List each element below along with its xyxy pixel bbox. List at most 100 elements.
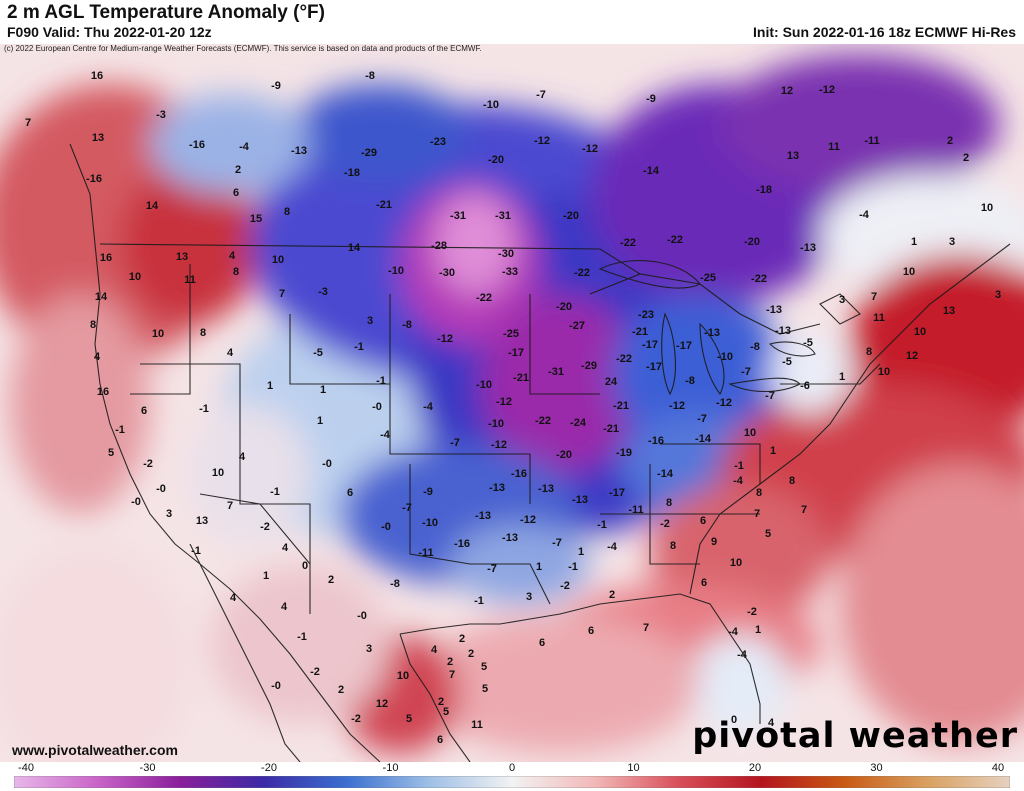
anomaly-label: 8 — [665, 497, 673, 509]
anomaly-label: -1 — [474, 595, 484, 607]
anomaly-label: 7 — [448, 669, 456, 681]
anomaly-label: 10 — [743, 427, 757, 439]
anomaly-label: 1 — [910, 236, 918, 248]
anomaly-label: 8 — [669, 540, 677, 552]
anomaly-label: 7 — [278, 288, 286, 300]
anomaly-label: -23 — [638, 309, 654, 321]
anomaly-label: 6 — [346, 487, 354, 499]
anomaly-label: -12 — [716, 397, 732, 409]
anomaly-label: 13 — [195, 515, 209, 527]
anomaly-label: -18 — [756, 184, 772, 196]
anomaly-label: -31 — [450, 210, 466, 222]
anomaly-label: -0 — [322, 458, 332, 470]
anomaly-label: -29 — [581, 360, 597, 372]
anomaly-label: 3 — [948, 236, 956, 248]
anomaly-label: -7 — [552, 537, 562, 549]
anomaly-label: 7 — [870, 291, 878, 303]
colorbar-tick: 0 — [508, 762, 516, 774]
anomaly-label: 13 — [786, 150, 800, 162]
anomaly-label: 8 — [865, 346, 873, 358]
anomaly-label: 5 — [480, 661, 488, 673]
anomaly-label: 8 — [283, 206, 291, 218]
anomaly-label: -13 — [766, 304, 782, 316]
anomaly-label: -10 — [476, 379, 492, 391]
anomaly-label: 2 — [446, 656, 454, 668]
anomaly-label: -10 — [488, 418, 504, 430]
anomaly-label: 5 — [764, 528, 772, 540]
colorbar-tick: 30 — [870, 762, 883, 774]
anomaly-label: -16 — [86, 173, 102, 185]
anomaly-label: -13 — [489, 482, 505, 494]
anomaly-label: -1 — [191, 545, 201, 557]
anomaly-label: -0 — [372, 401, 382, 413]
colorbar — [14, 776, 1010, 788]
anomaly-label: -22 — [535, 415, 551, 427]
anomaly-label: -29 — [361, 147, 377, 159]
anomaly-label: -12 — [669, 400, 685, 412]
anomaly-label: -9 — [423, 486, 433, 498]
anomaly-label: -33 — [502, 266, 518, 278]
anomaly-label: 10 — [396, 670, 410, 682]
anomaly-label: -20 — [744, 236, 760, 248]
colorbar-tick: 40 — [991, 762, 1005, 774]
anomaly-label: 10 — [211, 467, 225, 479]
anomaly-label: 10 — [902, 266, 916, 278]
anomaly-label: 10 — [913, 326, 927, 338]
anomaly-label: -2 — [351, 713, 361, 725]
anomaly-label: 2 — [437, 696, 445, 708]
anomaly-label: -13 — [800, 242, 816, 254]
anomaly-label: -17 — [609, 487, 625, 499]
anomaly-label: -1 — [568, 561, 578, 573]
anomaly-label: -7 — [402, 502, 412, 514]
anomaly-label: -12 — [437, 333, 453, 345]
anomaly-label: -4 — [859, 209, 869, 221]
pivotal-weather-logo: pivotal weather — [692, 716, 1018, 756]
anomaly-label: 6 — [140, 405, 148, 417]
anomaly-label: 2 — [608, 589, 616, 601]
anomaly-label: 3 — [525, 591, 533, 603]
anomaly-label: 6 — [538, 637, 546, 649]
anomaly-label: -1 — [199, 403, 209, 415]
anomaly-label: -12 — [496, 396, 512, 408]
anomaly-label: -1 — [270, 486, 280, 498]
anomaly-label: 1 — [769, 445, 777, 457]
anomaly-label: -13 — [502, 532, 518, 544]
anomaly-label: -31 — [548, 366, 564, 378]
anomaly-label: -5 — [782, 356, 792, 368]
anomaly-label: -4 — [607, 541, 617, 553]
anomaly-label: -2 — [660, 518, 670, 530]
anomaly-label: -2 — [747, 606, 757, 618]
anomaly-label: -18 — [344, 167, 360, 179]
anomaly-label: 4 — [93, 351, 101, 363]
anomaly-label: -31 — [495, 210, 511, 222]
anomaly-label: 4 — [226, 347, 234, 359]
anomaly-label: -1 — [734, 460, 744, 472]
anomaly-label: 1 — [262, 570, 270, 582]
anomaly-label: 7 — [24, 117, 32, 129]
anomaly-label: -21 — [632, 326, 648, 338]
anomaly-label: 3 — [838, 294, 846, 306]
anomaly-label: -19 — [616, 447, 632, 459]
anomaly-label: 7 — [642, 622, 650, 634]
anomaly-label: 1 — [535, 561, 543, 573]
anomaly-label: 4 — [430, 644, 438, 656]
anomaly-label: 6 — [587, 625, 595, 637]
anomaly-label: 4 — [228, 250, 236, 262]
anomaly-label: -12 — [520, 514, 536, 526]
anomaly-map[interactable]: (c) 2022 European Centre for Medium-rang… — [0, 44, 1024, 762]
anomaly-label: 2 — [946, 135, 954, 147]
website-url[interactable]: www.pivotalweather.com — [12, 742, 178, 758]
anomaly-label: -20 — [556, 449, 572, 461]
anomaly-label: 10 — [151, 328, 165, 340]
anomaly-label: 13 — [91, 132, 105, 144]
anomaly-label: 13 — [175, 251, 189, 263]
anomaly-label: 1 — [316, 415, 324, 427]
anomaly-label: -2 — [310, 666, 320, 678]
anomaly-label: 10 — [128, 271, 142, 283]
anomaly-label: 5 — [481, 683, 489, 695]
anomaly-label: -20 — [488, 154, 504, 166]
anomaly-label: -1 — [115, 424, 125, 436]
anomaly-label: -13 — [538, 483, 554, 495]
anomaly-label: -3 — [318, 286, 328, 298]
anomaly-label: 1 — [266, 380, 274, 392]
